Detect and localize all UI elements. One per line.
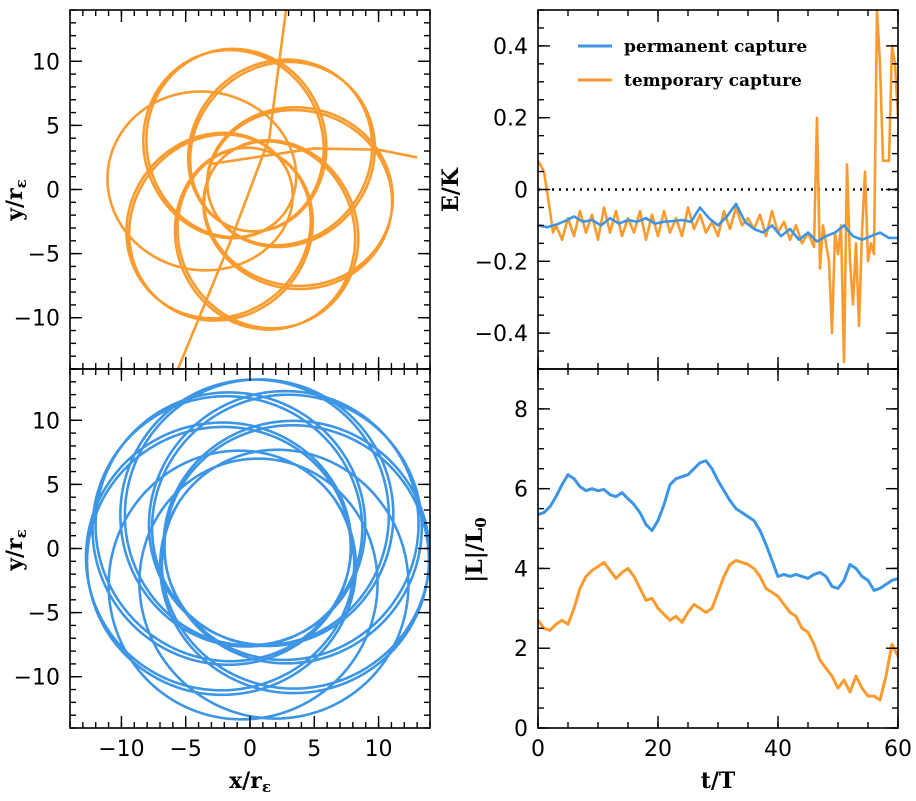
- y-tick-label: 2: [514, 637, 528, 662]
- x-tick-label: −5: [169, 737, 201, 762]
- x-tick-label: 0: [243, 737, 257, 762]
- x-tick-label: 40: [764, 737, 792, 762]
- orbit-temporary-tail: [211, 147, 418, 166]
- orbit-temporary-path: [106, 47, 395, 331]
- ylabel-angular-momentum: |L|/L0: [462, 517, 490, 582]
- x-tick-label: −10: [98, 737, 144, 762]
- y-tick-label: −5: [28, 602, 60, 627]
- y-tick-label: 10: [32, 409, 60, 434]
- y-tick-label: 0: [46, 179, 60, 204]
- legend-label-permanent: permanent capture: [624, 37, 807, 57]
- y-tick-label: −10: [14, 666, 60, 691]
- legend-label-temporary: temporary capture: [624, 71, 802, 91]
- l-series-permanent: [538, 459, 898, 592]
- y-tick-label: 4: [514, 557, 528, 582]
- panel-energy: −0.4 −0.2 0 0.2 0.4 E/K permanent capture te…: [438, 9, 899, 370]
- x-tick-label: 10: [365, 737, 393, 762]
- xlabel-time: t/T: [701, 768, 736, 794]
- y-tick-label: 0.4: [493, 35, 528, 60]
- y-tick-label: 0.2: [493, 107, 528, 132]
- panel-angular-momentum: 0 20 40 60 0 2 4 6 8 |L|/L0 t/T: [462, 368, 912, 794]
- energy-series-permanent: [538, 202, 898, 243]
- x-tick-label: 20: [644, 737, 672, 762]
- orbit-permanent-path: [84, 378, 430, 721]
- x-tick-label: 5: [307, 737, 321, 762]
- ylabel-orbit-temporary: y/rε: [2, 179, 30, 222]
- ylabel-energy: E/K: [438, 167, 464, 212]
- l-series-temporary: [538, 558, 898, 702]
- x-tick-label: 0: [531, 737, 545, 762]
- panel-orbit-temporary: −10 −5 0 5 10 y/rε: [2, 9, 431, 370]
- y-tick-label: 0: [514, 717, 528, 742]
- y-tick-label: 0: [46, 538, 60, 563]
- energy-series-temporary: [538, 10, 898, 364]
- y-tick-label: −0.2: [475, 250, 528, 275]
- y-tick-label: 6: [514, 478, 528, 503]
- x-tick-label: 60: [884, 737, 912, 762]
- y-tick-label: 0: [514, 179, 528, 204]
- legend: permanent capture temporary capture: [578, 37, 807, 91]
- y-tick-label: −0.4: [475, 322, 528, 347]
- y-tick-label: 5: [46, 473, 60, 498]
- xlabel-orbit: x/rε: [229, 768, 271, 796]
- frame-angular-momentum: [537, 368, 899, 729]
- y-tick-label: 10: [32, 50, 60, 75]
- orbit-temporary-escape-path: [176, 10, 288, 369]
- y-tick-label: −5: [28, 243, 60, 268]
- ylabel-orbit-permanent: y/rε: [2, 529, 30, 572]
- y-tick-label: −10: [14, 307, 60, 332]
- y-tick-label: 8: [514, 398, 528, 423]
- panel-orbit-permanent: −10 −5 0 5 10 −10 −5 0 5 10 y/rε x/rε: [2, 368, 431, 796]
- y-tick-label: 5: [46, 114, 60, 139]
